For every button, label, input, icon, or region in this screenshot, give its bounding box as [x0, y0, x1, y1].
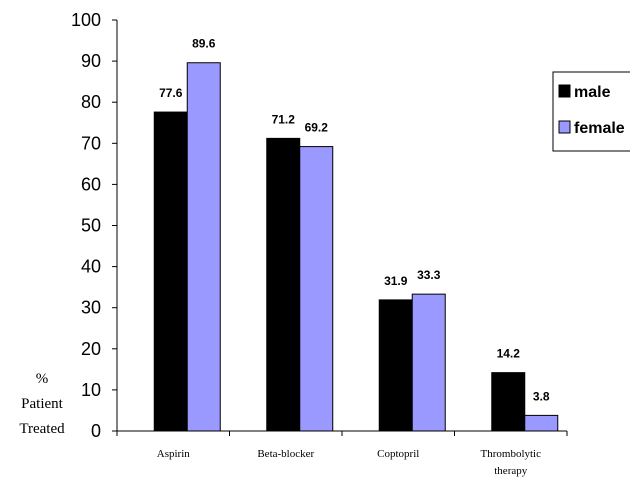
data-label: 69.2	[305, 121, 329, 135]
y-axis-label-line: %	[36, 371, 49, 387]
y-tick-label: 90	[81, 51, 101, 71]
x-category-label: Beta-blocker	[257, 448, 314, 460]
bar-male	[491, 372, 526, 432]
legend-swatch-male	[558, 84, 571, 98]
bar-female	[299, 146, 334, 432]
data-label: 33.3	[417, 268, 441, 282]
axes	[116, 20, 568, 436]
data-labels: 77.6 71.2 31.9 14.2 89.6 69.2 33.3 3.8	[159, 37, 550, 404]
y-tick-label: 70	[81, 133, 101, 153]
y-tick-label: 100	[71, 10, 101, 30]
bar-female	[524, 414, 559, 432]
data-label: 14.2	[497, 347, 521, 361]
data-label: 89.6	[192, 37, 216, 51]
y-tick-label: 40	[81, 257, 101, 277]
x-category-label: Coptopril	[377, 448, 419, 460]
x-category-label: Aspirin	[157, 448, 191, 460]
y-tick-label: 30	[81, 298, 101, 318]
data-label: 31.9	[384, 274, 408, 288]
y-axis-ticks: 0 10 20 30 40 50 60 70 80 90 100	[71, 10, 117, 441]
data-label: 3.8	[533, 389, 550, 403]
x-category-label: Thrombolytic	[481, 448, 542, 460]
y-tick-label: 20	[81, 339, 101, 359]
y-axis-label-line: Patient	[21, 396, 63, 412]
bar-male	[266, 137, 301, 432]
data-label: 77.6	[159, 86, 183, 100]
y-tick-label: 80	[81, 92, 101, 112]
bar-female	[411, 293, 446, 432]
y-axis-label-line: Treated	[19, 421, 65, 437]
legend-label: male	[574, 84, 611, 101]
y-tick-label: 60	[81, 174, 101, 194]
bars	[153, 62, 559, 432]
y-tick-label: 50	[81, 216, 101, 236]
bar-male	[153, 111, 188, 432]
data-label: 71.2	[272, 112, 296, 126]
category-labels: Aspirin Beta-blocker Coptopril Thrombolytic…	[157, 448, 541, 477]
x-category-label: therapy	[494, 465, 527, 477]
legend-label: female	[574, 120, 625, 137]
bar-male	[378, 299, 413, 432]
y-tick-label: 10	[81, 380, 101, 400]
y-tick-label: 0	[91, 421, 101, 441]
legend: male female	[552, 71, 630, 152]
legend-swatch-female	[558, 120, 571, 134]
y-axis-label: % Patient Treated	[19, 371, 65, 437]
bar-female	[186, 62, 221, 432]
